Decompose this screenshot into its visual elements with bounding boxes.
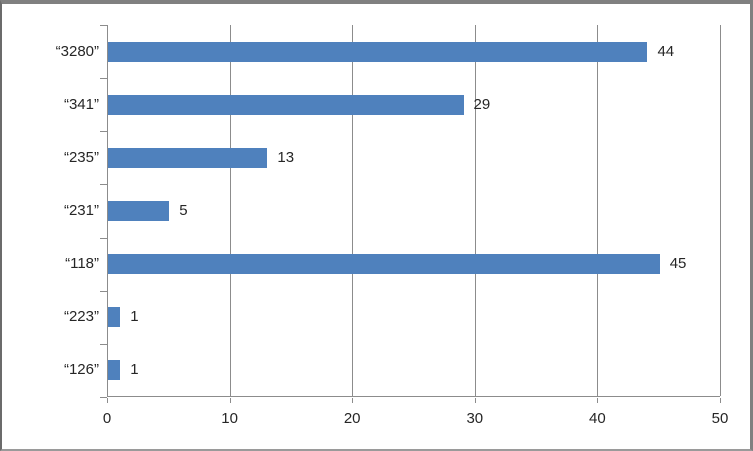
category-label: “3280” [55,42,99,60]
gridline [597,25,599,396]
x-tick-label: 20 [343,410,361,427]
category-label: “118” [65,255,99,273]
category-axis-tick [100,397,107,398]
x-axis-tick [107,398,108,403]
category-label: “231” [63,202,99,219]
bar [108,307,120,328]
category-axis-tick [100,25,107,26]
x-tick-label: 30 [466,410,484,427]
x-axis-tick [474,398,476,403]
plot-area [107,25,721,397]
x-axis-tick [352,398,354,403]
x-tick-label: 0 [102,410,112,427]
bar-value-label: 44 [657,42,675,60]
category-label: “341” [63,95,99,113]
category-axis-tick [100,184,107,185]
bar-value-label: 29 [473,95,491,113]
bar [108,360,120,381]
bar [108,201,169,221]
category-label: “126” [63,361,99,379]
bar [108,94,464,115]
x-axis-tick [229,398,231,403]
category-axis-tick [100,291,107,292]
category-axis-tick [100,131,107,132]
bar-value-label: 1 [130,308,139,326]
category-axis-tick [100,238,107,239]
category-label: “223” [63,308,99,326]
bar [108,254,660,275]
category-label: “235” [63,148,99,166]
bar [108,41,647,62]
category-axis-tick [100,344,107,345]
bar-value-label: 13 [277,148,295,166]
gridline [720,25,721,396]
bar-value-label: 1 [130,361,139,379]
bar [108,147,267,168]
x-tick-label: 50 [711,410,729,427]
x-axis-tick [597,398,599,403]
category-axis-tick [100,78,107,79]
x-tick-label: 10 [221,410,238,427]
bar-value-label: 45 [669,255,687,273]
x-axis-tick [720,398,721,403]
gridline [229,25,231,396]
gridline [474,25,476,396]
x-tick-label: 40 [589,410,606,427]
bar-value-label: 5 [179,202,188,219]
gridline [352,25,354,396]
